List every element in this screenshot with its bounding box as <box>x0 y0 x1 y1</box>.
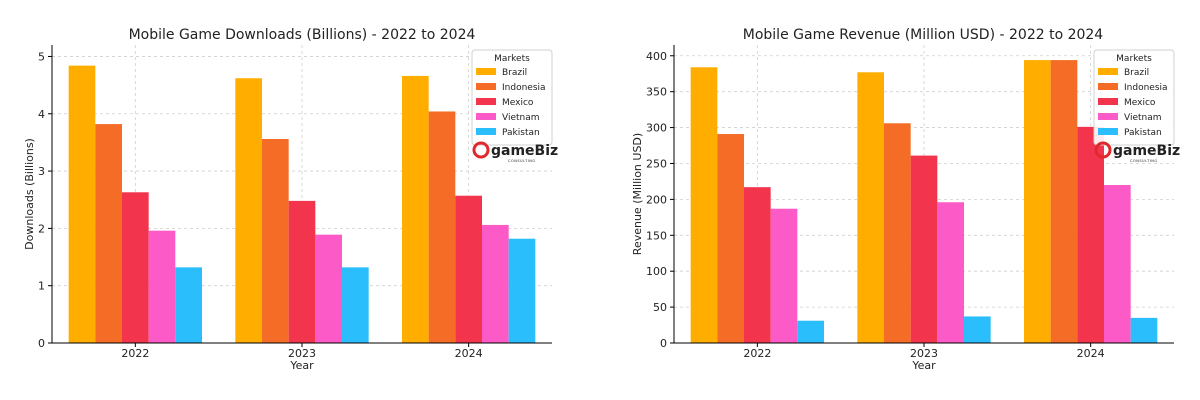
bar-mexico-2023 <box>288 200 316 343</box>
legend-swatch-pakistan <box>1098 128 1118 135</box>
legend-swatch-brazil <box>476 68 496 75</box>
y-tick-label: 250 <box>646 157 667 170</box>
legend-label-mexico: Mexico <box>1124 98 1156 108</box>
bar-pakistan-2024 <box>1130 317 1158 343</box>
bar-indonesia-2023 <box>262 138 289 343</box>
y-tick-label: 0 <box>660 337 667 350</box>
bar-vietnam-2022 <box>148 230 176 343</box>
legend-label-pakistan: Pakistan <box>502 128 540 138</box>
bar-pakistan-2024 <box>508 238 536 343</box>
x-tick-label: 2023 <box>288 347 316 360</box>
x-axis-label: Year <box>911 359 936 372</box>
legend-swatch-pakistan <box>476 128 496 135</box>
legend-label-vietnam: Vietnam <box>502 113 540 123</box>
y-tick-label: 1 <box>38 280 45 293</box>
bar-indonesia-2022 <box>95 124 122 343</box>
x-tick-label: 2024 <box>1077 347 1105 360</box>
legend-label-indonesia: Indonesia <box>1124 83 1168 93</box>
legend-swatch-vietnam <box>476 113 496 120</box>
bar-mexico-2022 <box>122 192 149 343</box>
y-tick-label: 50 <box>653 301 667 314</box>
bar-indonesia-2024 <box>1050 60 1078 343</box>
y-tick-label: 4 <box>38 108 45 121</box>
legend-swatch-indonesia <box>476 83 496 90</box>
legend-swatch-mexico <box>476 98 496 105</box>
legend: Markets Brazil Indonesia Mexico Vietnam Pakis… <box>1093 49 1175 146</box>
bar-pakistan-2022 <box>175 267 202 343</box>
legend-title: Markets <box>1116 54 1152 64</box>
y-tick-label: 400 <box>646 50 667 63</box>
bar-indonesia-2024 <box>428 111 456 343</box>
bar-vietnam-2024 <box>482 224 509 343</box>
legend-title: Markets <box>494 54 530 64</box>
legend-swatch-vietnam <box>1098 113 1118 120</box>
bar-vietnam-2023 <box>937 202 964 343</box>
bar-vietnam-2022 <box>770 208 798 343</box>
legend-label-mexico: Mexico <box>502 98 534 108</box>
y-tick-label: 5 <box>38 50 45 63</box>
y-axis-label: Downloads (Billions) <box>23 138 36 250</box>
bar-pakistan-2022 <box>797 320 824 343</box>
y-tick-label: 0 <box>38 337 45 350</box>
y-tick-label: 2 <box>38 222 45 235</box>
logo-mark-icon <box>1094 141 1112 159</box>
bar-brazil-2022 <box>690 67 718 343</box>
y-tick-label: 3 <box>38 165 45 178</box>
logo-mark-icon <box>472 141 490 159</box>
bar-brazil-2024 <box>1024 60 1051 343</box>
y-tick-label: 350 <box>646 86 667 99</box>
legend-swatch-indonesia <box>1098 83 1118 90</box>
legend: Markets Brazil Indonesia Mexico Vietnam Pakis… <box>471 49 553 146</box>
logo-text: gameBiz <box>1113 143 1180 159</box>
chart-title: Mobile Game Revenue (Million USD) - 2022… <box>743 27 1104 43</box>
bar-pakistan-2023 <box>964 316 991 343</box>
y-axis-label: Revenue (Million USD) <box>631 133 644 255</box>
legend-label-vietnam: Vietnam <box>1124 113 1162 123</box>
bar-pakistan-2023 <box>342 267 369 343</box>
legend-label-brazil: Brazil <box>502 68 527 78</box>
bar-vietnam-2024 <box>1104 185 1131 343</box>
x-axis-label: Year <box>289 359 314 372</box>
logo-subtext: CONSULTING <box>508 159 536 163</box>
legend-label-brazil: Brazil <box>1124 68 1149 78</box>
bar-brazil-2024 <box>402 75 429 343</box>
y-tick-label: 300 <box>646 122 667 135</box>
legend-label-indonesia: Indonesia <box>502 83 546 93</box>
y-tick-label: 200 <box>646 193 667 206</box>
chart-title: Mobile Game Downloads (Billions) - 2022 … <box>129 27 476 43</box>
bar-indonesia-2023 <box>884 123 911 343</box>
bar-mexico-2023 <box>910 155 938 343</box>
x-tick-label: 2024 <box>455 347 483 360</box>
y-tick-label: 100 <box>646 265 667 278</box>
bar-brazil-2022 <box>68 65 96 343</box>
y-tick-label: 150 <box>646 229 667 242</box>
x-tick-label: 2022 <box>743 347 771 360</box>
bar-indonesia-2022 <box>717 134 744 343</box>
legend-swatch-brazil <box>1098 68 1118 75</box>
x-tick-label: 2023 <box>910 347 938 360</box>
bar-vietnam-2023 <box>315 234 342 343</box>
bar-brazil-2023 <box>235 78 262 343</box>
chart-2: Mobile Game Revenue (Million USD) - 2022… <box>631 27 1180 372</box>
chart-1: Mobile Game Downloads (Billions) - 2022 … <box>23 27 558 372</box>
legend-label-pakistan: Pakistan <box>1124 128 1162 138</box>
x-tick-label: 2022 <box>121 347 149 360</box>
bar-mexico-2024 <box>1077 126 1104 344</box>
logo-subtext: CONSULTING <box>1130 159 1158 163</box>
bar-mexico-2024 <box>455 195 482 343</box>
bar-mexico-2022 <box>744 187 771 343</box>
bar-brazil-2023 <box>857 72 884 343</box>
legend-swatch-mexico <box>1098 98 1118 105</box>
logo-text: gameBiz <box>491 143 558 159</box>
